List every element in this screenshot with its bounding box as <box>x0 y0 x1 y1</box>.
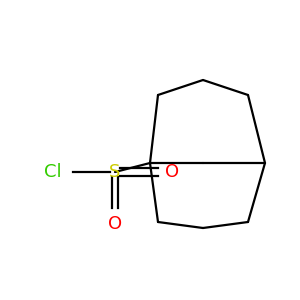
Text: O: O <box>165 163 179 181</box>
Text: O: O <box>108 215 122 233</box>
Text: S: S <box>109 163 121 181</box>
Text: Cl: Cl <box>44 163 62 181</box>
